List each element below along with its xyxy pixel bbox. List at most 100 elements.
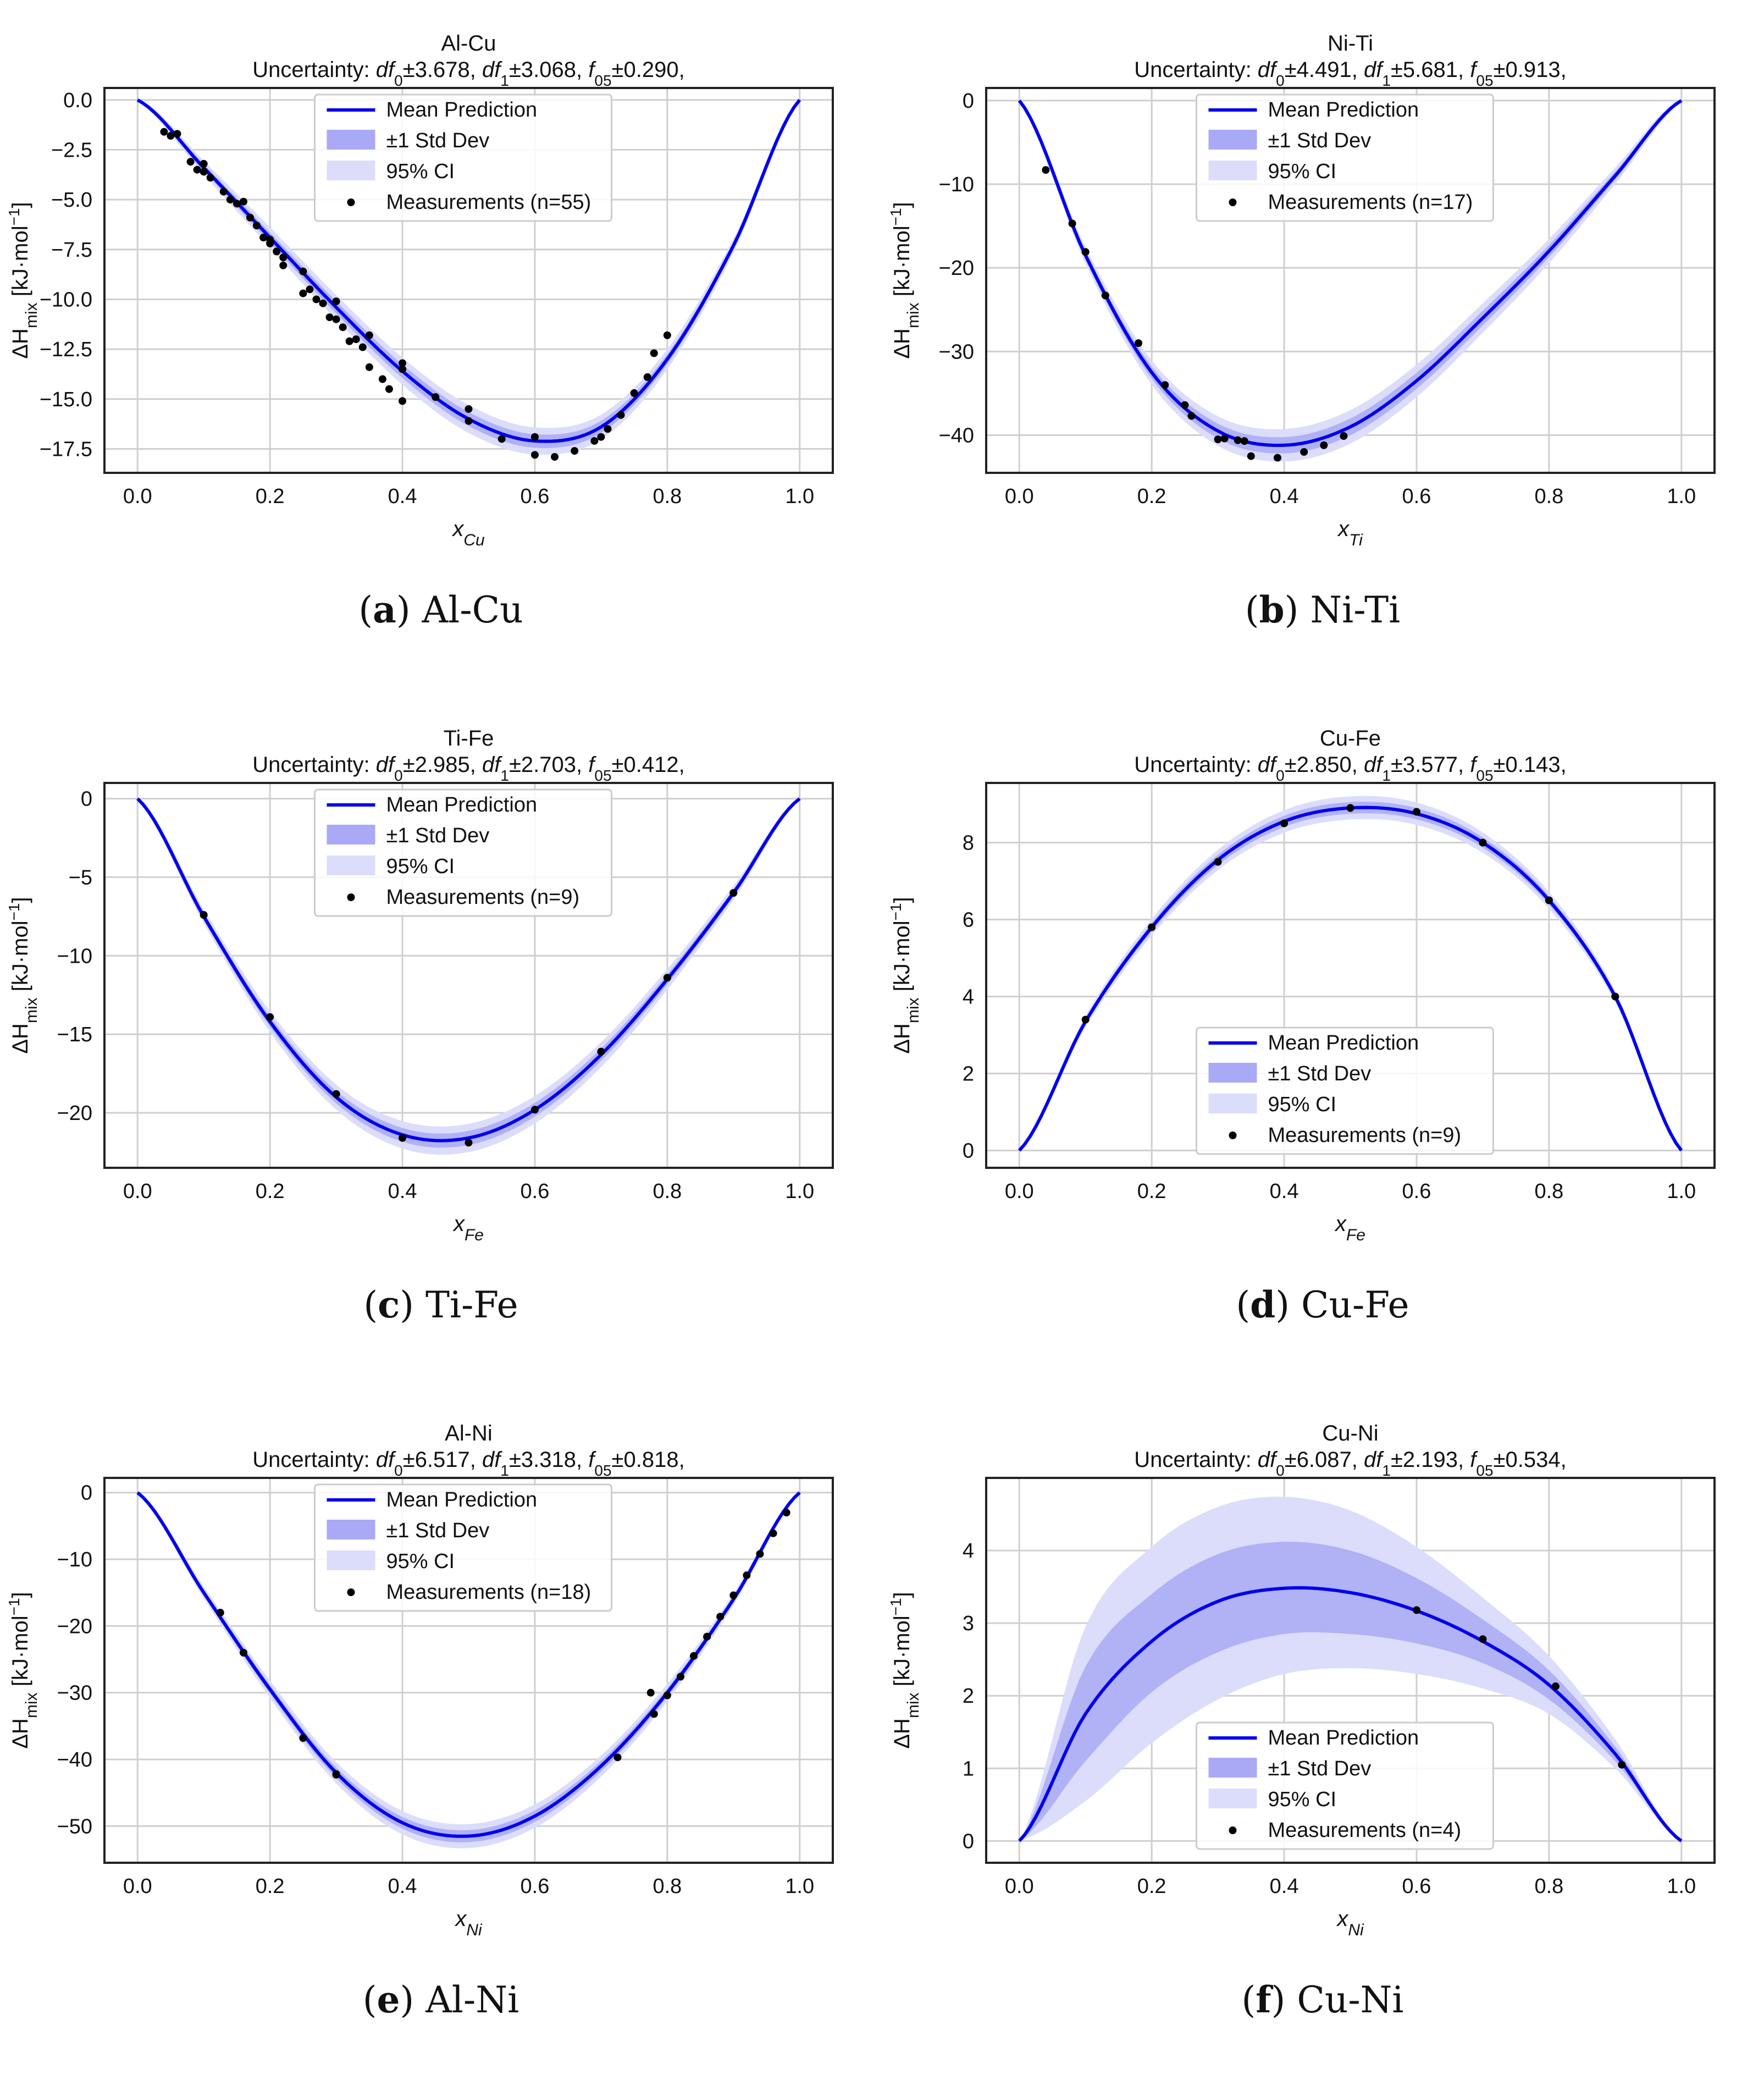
x-tick-label: 0.2 bbox=[1137, 1875, 1166, 1898]
measurement-point bbox=[200, 168, 208, 176]
measurement-point bbox=[1234, 436, 1242, 444]
x-tick-label: 1.0 bbox=[1667, 485, 1696, 508]
uncertainty-line: Uncertainty: df0±2.850, df1±3.577, f05±0… bbox=[1134, 753, 1566, 784]
legend-box bbox=[1196, 1721, 1494, 1850]
caption-letter: b bbox=[1259, 588, 1285, 631]
chart-title: Ni-Ti bbox=[1328, 31, 1373, 56]
measurement-point bbox=[385, 385, 393, 393]
legend-points-swatch bbox=[1229, 1826, 1237, 1834]
caption-letter: c bbox=[378, 1283, 400, 1326]
chart-f: 0.0 0.2 0.4 0.6 0.8 1.0 0 1 2 3 4 Cu-Ni Uncertainty:… bbox=[887, 1421, 1716, 1939]
legend-label-ci: 95% CI bbox=[1268, 1093, 1337, 1116]
legend-label-std: ±1 Std Dev bbox=[1268, 129, 1372, 152]
x-tick-label: 1.0 bbox=[1667, 1180, 1696, 1203]
legend-label-measurements: Measurements (n=18) bbox=[386, 1581, 591, 1604]
x-tick-label: 0.0 bbox=[123, 1180, 152, 1203]
measurement-point bbox=[299, 267, 307, 275]
x-tick-label: 0.8 bbox=[1534, 1875, 1563, 1898]
measurement-point bbox=[716, 1613, 725, 1621]
uncertainty-line: Uncertainty: df0±6.517, df1±3.318, f05±0… bbox=[252, 1448, 684, 1479]
panel-caption: (d) Cu-Fe bbox=[1236, 1283, 1409, 1326]
measurement-point bbox=[319, 299, 327, 307]
axes-frame bbox=[985, 1477, 1716, 1864]
measurement-point bbox=[663, 1691, 671, 1699]
y-tick-label: 4 bbox=[963, 986, 974, 1009]
y-tick-label: 0 bbox=[81, 1482, 92, 1505]
measurement-point bbox=[399, 359, 407, 367]
y-tick-label: −15.0 bbox=[40, 388, 92, 411]
y-tick-label: −5.0 bbox=[51, 189, 92, 212]
x-tick-label: 0.0 bbox=[1005, 1875, 1034, 1898]
y-tick-label: −50 bbox=[57, 1815, 92, 1838]
measurement-point bbox=[266, 1013, 274, 1021]
chart-title: Al-Ni bbox=[445, 1421, 493, 1445]
x-tick-label: 0.8 bbox=[652, 1180, 682, 1203]
y-tick-label: 0 bbox=[81, 788, 92, 811]
axes-frame bbox=[985, 782, 1716, 1169]
legend-ci-swatch bbox=[1208, 1094, 1257, 1113]
measurement-point bbox=[167, 132, 175, 140]
y-tick-label: 8 bbox=[963, 832, 974, 855]
measurement-point bbox=[650, 349, 658, 357]
measurement-point bbox=[613, 1753, 622, 1762]
uncertainty-line: Uncertainty: df0±2.985, df1±2.703, f05±0… bbox=[252, 753, 684, 784]
measurement-point bbox=[253, 222, 261, 230]
x-tick-label: 0.4 bbox=[388, 1180, 417, 1203]
legend-box bbox=[1196, 93, 1494, 222]
y-tick-label: −17.5 bbox=[40, 438, 92, 461]
caption-letter: e bbox=[377, 1978, 400, 2021]
mean-prediction-line bbox=[136, 1491, 801, 1838]
chart-c: 0.0 0.2 0.4 0.6 0.8 1.0 0 −5 −10 −15 −20 Ti-Fe Uncer… bbox=[5, 726, 834, 1244]
measurement-point bbox=[399, 1134, 407, 1142]
measurement-point bbox=[160, 128, 168, 136]
measurement-point bbox=[1280, 819, 1289, 827]
legend-points-swatch bbox=[347, 1588, 355, 1596]
measurement-point bbox=[1220, 434, 1229, 443]
legend-ci-swatch bbox=[327, 161, 375, 180]
x-axis-label: xFe bbox=[452, 1212, 484, 1244]
measurement-point bbox=[663, 331, 671, 339]
y-tick-label: −5 bbox=[69, 866, 92, 889]
caption-letter: f bbox=[1256, 1978, 1271, 2021]
legend-label-ci: 95% CI bbox=[386, 160, 455, 183]
measurement-point bbox=[1611, 992, 1619, 1001]
measurement-point bbox=[729, 1591, 738, 1599]
measurement-point bbox=[358, 343, 367, 351]
x-tick-label: 1.0 bbox=[785, 1180, 814, 1203]
legend-label-mean: Mean Prediction bbox=[386, 1488, 538, 1511]
legend-std-swatch bbox=[327, 825, 375, 845]
legend-std-swatch bbox=[1208, 1063, 1257, 1083]
y-tick-label: 4 bbox=[963, 1539, 974, 1563]
chart-d: 0.0 0.2 0.4 0.6 0.8 1.0 0 2 4 6 8 Cu-Fe Uncertainty:… bbox=[887, 726, 1716, 1244]
measurement-point bbox=[1320, 441, 1328, 449]
x-tick-label: 1.0 bbox=[785, 485, 814, 508]
measurement-point bbox=[650, 1710, 658, 1718]
axes-frame bbox=[103, 87, 834, 474]
chart-title: Al-Cu bbox=[441, 31, 496, 56]
measurement-point bbox=[173, 130, 181, 138]
measurement-point bbox=[551, 452, 559, 461]
measurement-point bbox=[1081, 248, 1090, 256]
panel-caption: (b) Ni-Ti bbox=[1245, 588, 1401, 631]
measurement-point bbox=[332, 1770, 340, 1779]
measurement-point bbox=[332, 297, 340, 306]
x-tick-label: 0.4 bbox=[388, 485, 417, 508]
measurement-point bbox=[1479, 838, 1487, 847]
y-tick-label: 0.0 bbox=[63, 89, 92, 112]
y-tick-label: −10 bbox=[57, 1548, 92, 1571]
caption-text: Cu-Ni bbox=[1297, 1979, 1404, 2021]
panel-e: 0.0 0.2 0.4 0.6 0.8 1.0 0 −10 −20 −30 −40 −50 Al-Ni U… bbox=[0, 1390, 882, 2085]
y-tick-label: 0 bbox=[963, 90, 974, 113]
measurement-point bbox=[743, 1571, 751, 1580]
measurement-point bbox=[266, 239, 274, 247]
measurement-point bbox=[365, 331, 373, 339]
measurement-point bbox=[325, 313, 334, 322]
measurement-point bbox=[352, 335, 360, 343]
measurement-point bbox=[1300, 448, 1308, 456]
measurement-point bbox=[1181, 401, 1189, 409]
y-tick-label: −30 bbox=[57, 1682, 92, 1705]
x-tick-label: 0.2 bbox=[256, 485, 285, 508]
measurement-point bbox=[690, 1652, 698, 1660]
measurement-point bbox=[1148, 923, 1156, 931]
x-tick-label: 0.4 bbox=[1270, 1180, 1299, 1203]
